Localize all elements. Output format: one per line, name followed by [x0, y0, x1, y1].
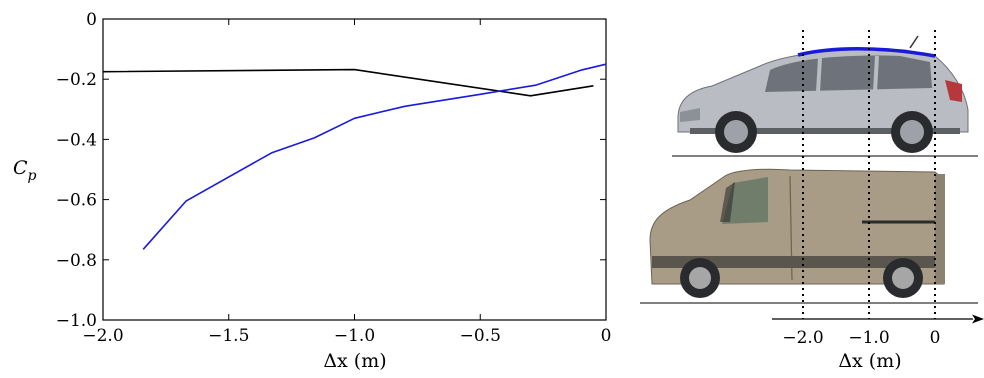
x-tick-label: −0.5 — [460, 326, 501, 346]
diagram-axis-arrow — [972, 314, 984, 324]
x-tick-label: −1.0 — [334, 326, 375, 346]
x-tick-label: −2.0 — [82, 326, 123, 346]
van-image — [649, 168, 945, 298]
car-roof-pressure-line — [797, 47, 936, 58]
diagram-tick-label: −2.0 — [782, 328, 823, 348]
series-layer — [102, 63, 607, 250]
x-tick-label: −1.5 — [208, 326, 249, 346]
reference-lines — [802, 30, 936, 319]
diagram-tick-label: 0 — [930, 328, 941, 348]
x-tick-label: 0 — [601, 326, 612, 346]
vehicle-diagram: −2.0 −1.0 0 Δx (m) — [640, 30, 984, 372]
diagram-tick-label: −1.0 — [848, 328, 889, 348]
diagram-tick-labels: −2.0 −1.0 0 — [782, 328, 940, 348]
y-tick-label: −0.8 — [56, 251, 97, 271]
y-tick-label: −0.4 — [56, 130, 97, 150]
diagram-axis-label: Δx (m) — [838, 350, 901, 372]
plot-frame — [102, 18, 607, 321]
y-tick-label: −1.0 — [56, 311, 97, 331]
y-tick-label: 0 — [86, 10, 97, 30]
car-image — [677, 35, 969, 153]
y-tick-label: −0.6 — [56, 191, 97, 211]
cp-chart: −2.0 −1.5 −1.0 −0.5 0 0−0.2−0.4−0.6−0.8−1.0 … — [13, 10, 611, 372]
x-axis-label: Δx (m) — [323, 350, 386, 372]
series-line-2 — [142, 63, 607, 250]
y-axis-label: Cp — [13, 157, 37, 184]
y-tick-label: −0.2 — [56, 70, 97, 90]
x-ticks: −2.0 −1.5 −1.0 −0.5 0 — [82, 19, 611, 346]
series-line-1 — [102, 68, 594, 97]
y-ticks: 0 −0.2 −0.4 −0.6 −0.8 −1.0 — [56, 10, 606, 331]
